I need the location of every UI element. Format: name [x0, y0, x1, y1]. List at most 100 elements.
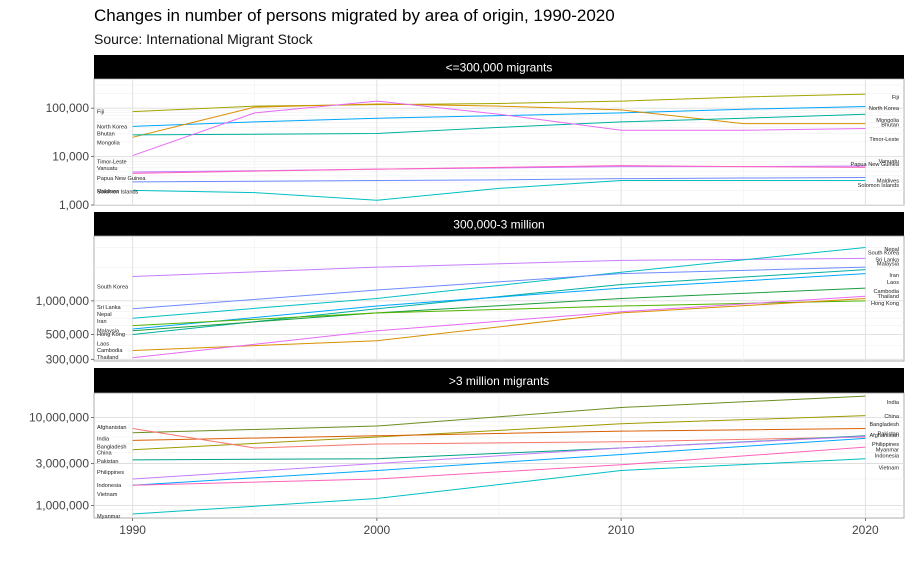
facet-strip-label: >3 million migrants [449, 374, 549, 388]
series-label-right: Pakistan [878, 431, 899, 437]
series-line-cambodia [132, 297, 866, 351]
x-tick-label: 2000 [364, 523, 391, 537]
series-label-right: Nepal [884, 247, 899, 253]
facet-panel-3: >3 million migrants 1,000,000 3,000,000 10,… [29, 368, 905, 520]
series-line-philippines [132, 435, 866, 480]
facet-panel-2: 300,000-3 million 300,000 500,000 1,000,000… [36, 212, 905, 366]
series-label-left: Cambodia [97, 348, 123, 354]
series-label-left: South Korea [97, 284, 129, 290]
series-label-right: Myanmar [876, 448, 899, 454]
series-label-left: Vietnam [97, 492, 118, 498]
facet-strip [94, 55, 904, 79]
series-label-right: Laos [887, 280, 899, 286]
series-line-sri-lanka [132, 266, 866, 310]
y-tick-label: 10,000 [52, 150, 89, 164]
series-label-left: North Korea [97, 124, 128, 130]
series-label-right: Iran [889, 273, 899, 279]
series-label-left: Indonesia [97, 483, 122, 489]
series-label-left: Malaysia [97, 328, 120, 334]
series-label-right: Indonesia [875, 453, 900, 459]
series-line-myanmar [132, 437, 866, 486]
series-label-left: Afghanistan [97, 425, 127, 431]
series-label-left: Hong Kong [97, 332, 125, 338]
x-tick-label: 1990 [119, 523, 146, 537]
series-label-right: Hong Kong [871, 301, 899, 307]
series-line-fiji [132, 93, 866, 113]
series-label-right: Afghanistan [869, 433, 899, 439]
y-tick-label: 300,000 [46, 352, 90, 366]
series-line-north-korea [132, 106, 866, 127]
series-line-iran [132, 273, 866, 330]
series-label-left: Pakistan [97, 459, 118, 465]
series-label-left: Mongolia [97, 141, 121, 147]
series-label-right: Cambodia [874, 289, 900, 295]
y-tick-label: 1,000,000 [36, 498, 90, 512]
series-line-laos [132, 287, 866, 332]
series-lines [132, 246, 866, 359]
series-label-left: Myanmar [97, 514, 120, 520]
series-line-india [132, 395, 866, 434]
series-label-right: South Korea [868, 251, 900, 257]
y-tick-label: 100,000 [46, 101, 90, 115]
series-lines [132, 93, 866, 201]
series-label-left: Sri Lanka [97, 305, 122, 311]
series-label-right: Philippines [872, 442, 899, 448]
series-label-right: Solomon Islands [858, 183, 900, 189]
series-label-left: India [97, 436, 110, 442]
series-label-left: Solomon Islands [97, 190, 139, 196]
series-line-south-korea [132, 257, 866, 278]
y-tick-label: 10,000,000 [29, 411, 89, 425]
facet-panel-1: <=300,000 migrants 1,000 10,000 100,000 Fiji… [46, 55, 905, 212]
series-label-left: Bhutan [97, 131, 115, 137]
series-label-right: Fiji [892, 95, 899, 101]
series-lines [132, 395, 866, 515]
chart-subtitle: Source: International Migrant Stock [94, 31, 313, 47]
series-label-right: Thailand [878, 294, 899, 300]
series-line-maldives [132, 176, 866, 183]
series-line-hong-kong [132, 300, 866, 327]
series-label-right: India [887, 400, 900, 406]
facet-strip-label: <=300,000 migrants [446, 61, 553, 75]
series-line-bangladesh [132, 428, 866, 441]
series-label-right: North Korea [869, 106, 900, 112]
series-label-right: Papua New Guinea [850, 162, 899, 168]
x-tick-label: 2010 [608, 523, 635, 537]
series-label-left: China [97, 451, 113, 457]
series-line-nepal [132, 246, 866, 319]
y-tick-label: 1,000 [59, 198, 89, 212]
series-line-solomon-islands [132, 180, 866, 201]
x-axis: 1990 2000 2010 2020 [119, 518, 879, 537]
series-line-afghanistan [132, 428, 866, 449]
series-label-right: Mongolia [876, 118, 900, 124]
series-label-left: Maldives [97, 189, 119, 195]
series-label-left: Timor-Leste [97, 159, 127, 165]
series-label-left: Philippines [97, 470, 124, 476]
x-tick-label: 2020 [852, 523, 879, 537]
series-line-mongolia [132, 113, 866, 136]
y-tick-label: 3,000,000 [36, 456, 90, 470]
series-line-indonesia [132, 446, 866, 486]
facet-panels: <=300,000 migrants 1,000 10,000 100,000 Fiji… [29, 55, 905, 520]
series-line-thailand [132, 295, 866, 359]
series-label-left: Iran [97, 319, 107, 325]
series-label-left: Laos [97, 342, 109, 348]
series-line-timor-leste [132, 100, 866, 157]
series-label-left: Thailand [97, 355, 118, 361]
series-label-left: Fiji [97, 110, 104, 116]
series-label-right: Vanuatu [879, 159, 899, 165]
series-line-china [132, 415, 866, 451]
series-label-right: Bhutan [881, 122, 899, 128]
series-label-left: Papua New Guinea [97, 176, 146, 182]
series-line-vietnam [132, 458, 866, 515]
series-label-right: Timor-Leste [869, 137, 899, 143]
series-label-left: Nepal [97, 312, 112, 318]
series-line-bhutan [132, 103, 866, 138]
series-label-right: Vietnam [879, 466, 900, 472]
series-label-left: Vanuatu [97, 166, 117, 172]
facet-strip [94, 368, 904, 393]
series-label-left: Bangladesh [97, 444, 127, 450]
